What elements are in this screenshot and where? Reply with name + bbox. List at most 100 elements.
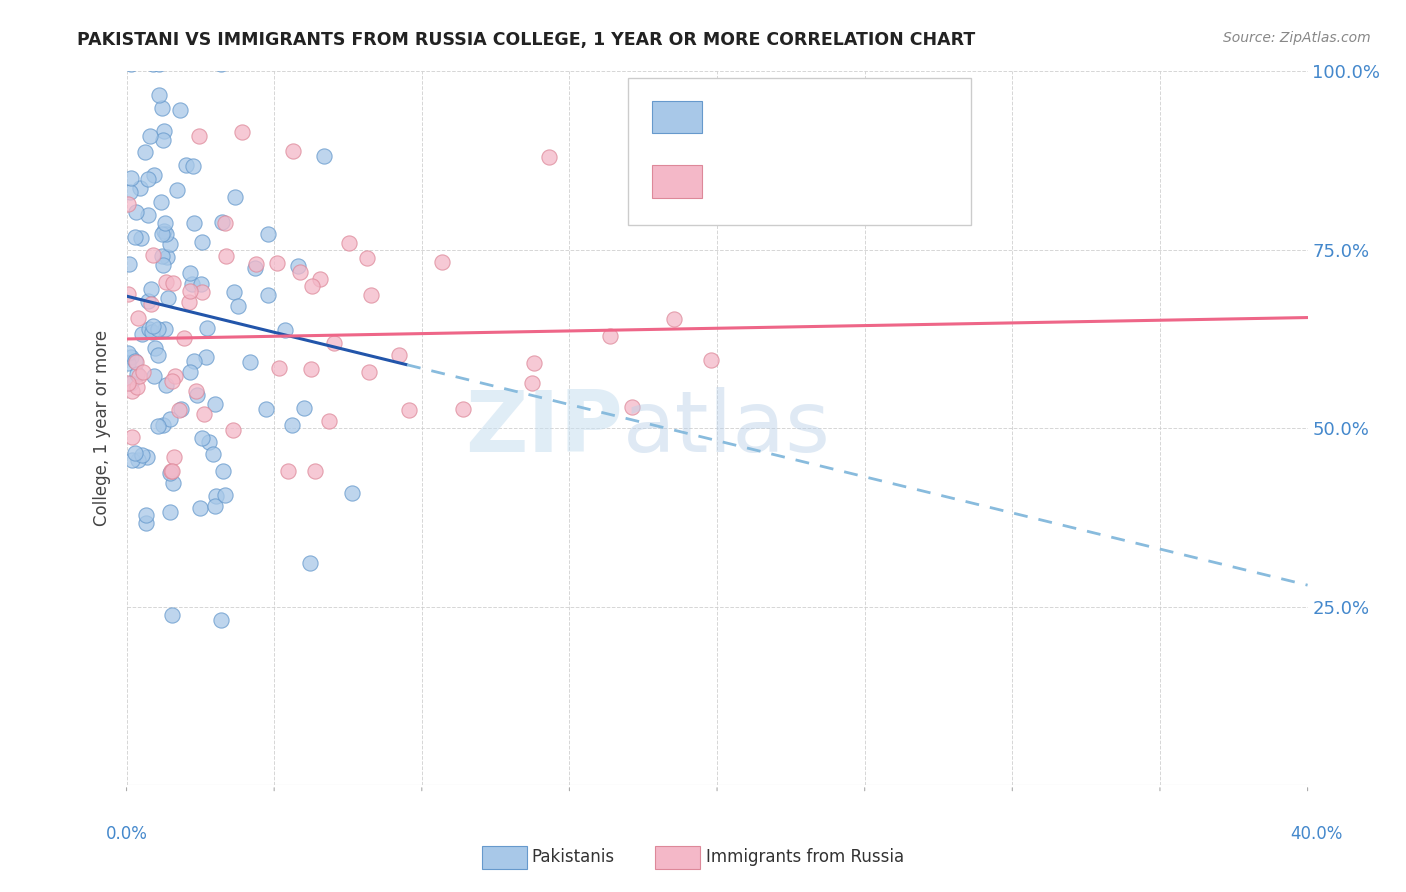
Text: N =: N = <box>860 172 900 190</box>
Point <box>127 380 149 394</box>
Point <box>152 418 174 433</box>
Point <box>340 486 363 500</box>
Point <box>184 384 207 398</box>
Point <box>173 331 195 345</box>
Point <box>664 312 686 326</box>
Point <box>169 103 191 118</box>
Point <box>153 217 176 231</box>
Point <box>281 417 304 432</box>
Point <box>139 296 162 310</box>
Point <box>132 366 155 380</box>
Point <box>127 453 149 467</box>
Point <box>267 361 290 376</box>
Point <box>142 319 165 334</box>
Point <box>120 57 142 71</box>
Point <box>191 235 214 249</box>
Point <box>131 326 153 341</box>
Point <box>160 607 183 622</box>
Text: Pakistanis: Pakistanis <box>531 848 614 866</box>
Point <box>124 229 146 244</box>
Text: -0.162: -0.162 <box>765 108 830 126</box>
Point <box>214 488 236 502</box>
Point <box>356 251 378 265</box>
Point <box>186 387 208 401</box>
Point <box>131 449 153 463</box>
Point <box>195 320 218 334</box>
Point <box>209 57 232 71</box>
Point <box>523 356 546 370</box>
Point <box>257 288 280 302</box>
Point <box>152 258 174 272</box>
FancyBboxPatch shape <box>652 101 702 134</box>
Text: Immigrants from Russia: Immigrants from Russia <box>706 848 904 866</box>
Point <box>599 329 621 343</box>
Point <box>167 403 190 417</box>
Point <box>148 57 170 71</box>
Point <box>398 403 420 417</box>
Point <box>201 447 224 461</box>
Point <box>190 431 212 445</box>
Point <box>166 182 188 196</box>
Text: ZIP: ZIP <box>465 386 623 470</box>
Text: R =: R = <box>721 108 759 126</box>
Y-axis label: College, 1 year or more: College, 1 year or more <box>93 330 111 526</box>
Point <box>118 257 141 271</box>
Point <box>121 452 143 467</box>
Point <box>152 124 174 138</box>
Point <box>155 377 177 392</box>
Point <box>174 158 197 172</box>
Point <box>150 227 173 241</box>
Point <box>124 354 146 368</box>
Point <box>125 355 148 369</box>
Point <box>163 450 186 464</box>
Point <box>141 282 163 296</box>
Point <box>141 326 163 340</box>
Point <box>117 356 139 370</box>
Point <box>205 489 228 503</box>
Point <box>621 400 644 414</box>
Point <box>159 467 181 481</box>
Point <box>204 397 226 411</box>
Point <box>120 350 142 364</box>
Point <box>117 286 139 301</box>
Point <box>159 237 181 252</box>
Point <box>127 310 149 325</box>
Point <box>304 464 326 478</box>
Point <box>153 224 176 238</box>
Point <box>135 516 157 530</box>
Point <box>125 205 148 219</box>
Point <box>314 149 336 163</box>
Text: Source: ZipAtlas.com: Source: ZipAtlas.com <box>1223 31 1371 45</box>
Point <box>191 285 214 300</box>
Point <box>301 278 323 293</box>
Point <box>156 251 179 265</box>
Point <box>308 272 330 286</box>
Text: 0.026: 0.026 <box>765 172 823 190</box>
Point <box>183 354 205 368</box>
Text: 58: 58 <box>904 172 935 190</box>
Point <box>287 260 309 274</box>
Text: atlas: atlas <box>623 386 831 470</box>
Point <box>150 101 173 115</box>
Point <box>142 248 165 262</box>
Point <box>117 376 139 390</box>
Point <box>153 321 176 335</box>
Point <box>159 412 181 426</box>
Point <box>222 423 245 437</box>
Point <box>159 506 181 520</box>
Point <box>155 227 177 241</box>
Point <box>359 365 381 379</box>
Point <box>179 365 201 379</box>
Point <box>432 255 454 269</box>
Point <box>257 227 280 241</box>
Point <box>148 348 170 362</box>
Point <box>135 508 157 522</box>
Point <box>120 376 142 391</box>
Point <box>160 374 183 388</box>
Point <box>150 249 173 263</box>
Point <box>197 435 219 450</box>
Point <box>142 169 165 183</box>
Point <box>214 217 236 231</box>
Point <box>117 345 139 359</box>
Text: N =: N = <box>860 108 900 126</box>
